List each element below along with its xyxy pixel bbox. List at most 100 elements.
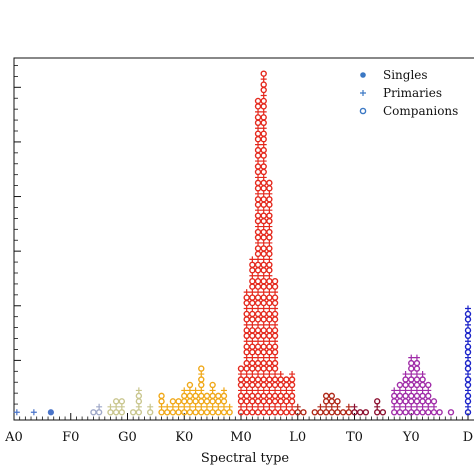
companion-marker (254, 294, 262, 301)
companion-marker (254, 316, 262, 323)
companion-marker (328, 409, 335, 416)
primary-marker (118, 403, 125, 410)
primary-marker (283, 387, 290, 394)
companion-marker (215, 409, 222, 416)
companion-marker (254, 179, 262, 187)
primary-marker (147, 403, 154, 410)
companion-marker (300, 409, 307, 416)
companion-marker (135, 392, 143, 400)
companion-marker (402, 398, 409, 405)
primary-marker (266, 387, 273, 394)
primary-marker (266, 239, 273, 246)
primary-marker (351, 403, 358, 410)
companion-marker (169, 398, 177, 405)
primary-marker (260, 174, 267, 181)
primary-marker (255, 158, 262, 165)
companion-marker (243, 365, 250, 372)
companion-marker (260, 348, 267, 356)
companion-marker (271, 365, 279, 372)
companion-marker (260, 234, 267, 241)
primary-marker (255, 125, 262, 132)
primary-marker (255, 338, 262, 345)
companion-marker (266, 179, 273, 187)
primary-marker (266, 354, 273, 361)
companion-marker (249, 409, 256, 416)
primary-marker (272, 403, 279, 410)
primary-marker (243, 289, 250, 296)
primary-marker (272, 338, 279, 345)
companion-marker (271, 343, 279, 350)
primary-marker (419, 387, 426, 394)
companion-marker (220, 398, 228, 405)
companion-marker (198, 398, 205, 405)
primary-marker (203, 403, 210, 410)
primary-marker (260, 190, 267, 197)
companion-marker (254, 250, 262, 258)
companion-marker (249, 398, 256, 405)
primary-marker (192, 403, 199, 410)
companion-marker (203, 409, 211, 416)
companion-marker (288, 398, 296, 405)
companion-marker (260, 103, 267, 110)
companion-marker (266, 234, 273, 241)
companion-marker (243, 398, 250, 405)
companion-marker (356, 409, 364, 416)
primary-marker (260, 141, 267, 148)
companion-marker (260, 70, 267, 77)
companion-marker (112, 409, 120, 416)
companion-marker (271, 381, 279, 389)
companion-marker (181, 398, 188, 405)
companion-marker (254, 299, 262, 307)
companion-marker (260, 81, 267, 88)
companion-marker (254, 185, 262, 192)
companion-marker (254, 409, 262, 416)
companion-marker (322, 409, 330, 416)
companion-marker (271, 283, 279, 290)
companion-marker (425, 409, 432, 416)
companion-marker (158, 392, 165, 400)
primary-marker (249, 371, 256, 378)
primary-marker (215, 403, 222, 410)
primary-marker (260, 338, 267, 345)
companion-marker (237, 381, 245, 389)
companion-marker (260, 343, 267, 350)
primary-marker (255, 207, 262, 214)
primary-marker (419, 403, 426, 410)
companion-marker (260, 332, 267, 340)
companion-marker (198, 381, 205, 389)
companion-marker (254, 114, 262, 121)
primary-marker (164, 403, 171, 410)
companion-marker (243, 409, 250, 416)
primary-marker (465, 403, 471, 410)
primary-marker (249, 354, 256, 361)
companion-marker (266, 381, 273, 389)
companion-marker (260, 261, 267, 269)
companion-marker (266, 392, 273, 400)
companion-marker (396, 381, 404, 389)
primary-marker (260, 76, 267, 83)
companion-marker (135, 409, 143, 416)
companion-marker (430, 409, 438, 416)
primary-marker (260, 371, 267, 378)
companion-marker (266, 310, 273, 318)
primary-marker (323, 403, 330, 410)
primary-marker (465, 354, 471, 361)
companion-marker (413, 376, 421, 383)
companion-marker (186, 409, 194, 416)
primary-marker (260, 289, 267, 296)
companion-marker (254, 267, 262, 274)
companion-marker (260, 212, 267, 219)
companion-marker (249, 327, 256, 334)
companion-marker (413, 359, 421, 367)
primary-marker (413, 371, 420, 378)
primary-marker (294, 403, 301, 410)
x-tick-label: A0 (4, 430, 23, 445)
companion-marker (436, 409, 443, 416)
companion-marker (334, 409, 341, 416)
primary-marker (249, 289, 256, 296)
companion-marker (249, 294, 256, 301)
companion-marker (266, 398, 273, 405)
companion-marker (277, 398, 284, 405)
primary-marker (175, 403, 182, 410)
companion-marker (430, 398, 438, 405)
